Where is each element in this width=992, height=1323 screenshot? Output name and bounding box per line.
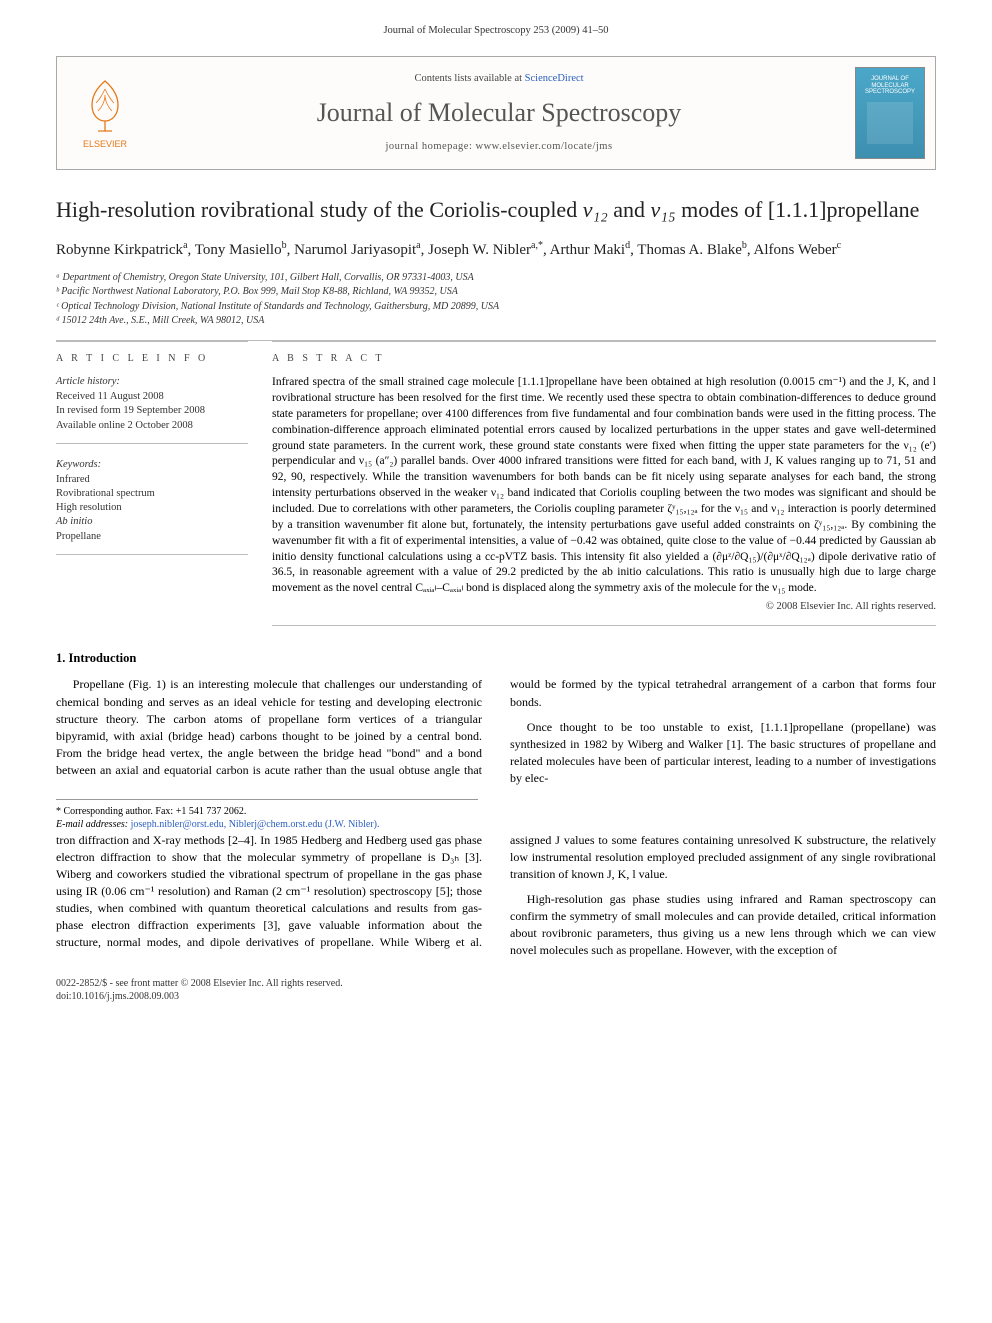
contents-prefix: Contents lists available at bbox=[414, 73, 524, 84]
journal-cover-thumb: JOURNAL OF MOLECULAR SPECTROSCOPY bbox=[855, 67, 925, 159]
abstract-head: A B S T R A C T bbox=[272, 352, 936, 366]
affiliations: ᵃ Department of Chemistry, Oregon State … bbox=[56, 271, 936, 328]
keyword: High resolution bbox=[56, 501, 248, 515]
body-columns: Propellane (Fig. 1) is an interesting mo… bbox=[56, 676, 936, 958]
article-info-column: A R T I C L E I N F O Article history: R… bbox=[56, 341, 248, 626]
keyword: Rovibrational spectrum bbox=[56, 487, 248, 501]
footer-doi: doi:10.1016/j.jms.2008.09.003 bbox=[56, 990, 936, 1003]
keyword: Infrared bbox=[56, 473, 248, 487]
history-line: Received 11 August 2008 bbox=[56, 390, 248, 404]
email-addresses: joseph.nibler@orst.edu, Niblerj@chem.ors… bbox=[131, 819, 380, 830]
elsevier-tree-icon bbox=[78, 77, 132, 135]
keyword: Ab initio bbox=[56, 515, 248, 529]
thumb-graphic bbox=[867, 102, 913, 144]
journal-name: Journal of Molecular Spectroscopy bbox=[143, 95, 855, 130]
journal-homepage: journal homepage: www.elsevier.com/locat… bbox=[143, 140, 855, 154]
elsevier-logo: ELSEVIER bbox=[67, 72, 143, 154]
abstract-column: A B S T R A C T Infrared spectra of the … bbox=[272, 341, 936, 626]
page-footer: 0022-2852/$ - see front matter © 2008 El… bbox=[56, 977, 936, 1003]
title-text: and bbox=[608, 197, 651, 222]
article-info-head: A R T I C L E I N F O bbox=[56, 352, 248, 366]
affiliation-line: ᵇ Pacific Northwest National Laboratory,… bbox=[56, 285, 936, 299]
article-history: Article history: Received 11 August 2008… bbox=[56, 375, 248, 444]
thumb-line: JOURNAL OF bbox=[871, 76, 909, 83]
history-header: Article history: bbox=[56, 375, 248, 389]
running-head: Journal of Molecular Spectroscopy 253 (2… bbox=[56, 24, 936, 38]
email-label: E-mail addresses: bbox=[56, 819, 128, 830]
body-para: Once thought to be too unstable to exist… bbox=[510, 719, 936, 787]
title-text: High-resolution rovibrational study of t… bbox=[56, 197, 583, 222]
header-center: Contents lists available at ScienceDirec… bbox=[143, 72, 855, 153]
history-line: In revised form 19 September 2008 bbox=[56, 404, 248, 418]
title-nu15: ν₁₅ bbox=[651, 197, 676, 222]
section-1-head: 1. Introduction bbox=[56, 650, 936, 667]
body-para: High-resolution gas phase studies using … bbox=[510, 891, 936, 959]
authors: Robynne Kirkpatricka, Tony Masiellob, Na… bbox=[56, 240, 936, 260]
footer-line: 0022-2852/$ - see front matter © 2008 El… bbox=[56, 977, 936, 990]
keywords-header: Keywords: bbox=[56, 458, 248, 472]
thumb-line: SPECTROSCOPY bbox=[865, 89, 915, 96]
title-nu12: ν₁₂ bbox=[583, 197, 608, 222]
affiliation-line: ᶜ Optical Technology Division, National … bbox=[56, 300, 936, 314]
info-abstract-row: A R T I C L E I N F O Article history: R… bbox=[56, 340, 936, 626]
abstract-copyright: © 2008 Elsevier Inc. All rights reserved… bbox=[272, 600, 936, 614]
affiliation-line: ᵈ 15012 24th Ave., S.E., Mill Creek, WA … bbox=[56, 314, 936, 328]
keywords-block: Keywords: Infrared Rovibrational spectru… bbox=[56, 458, 248, 555]
keyword: Propellane bbox=[56, 530, 248, 544]
corresponding-author: * Corresponding author. Fax: +1 541 737 … bbox=[56, 805, 478, 819]
title-text: modes of [1.1.1]propellane bbox=[676, 197, 920, 222]
abstract-text: Infrared spectra of the small strained c… bbox=[272, 375, 936, 626]
footnote-block: * Corresponding author. Fax: +1 541 737 … bbox=[56, 799, 478, 832]
history-line: Available online 2 October 2008 bbox=[56, 419, 248, 433]
email-line: E-mail addresses: joseph.nibler@orst.edu… bbox=[56, 818, 478, 832]
affiliation-line: ᵃ Department of Chemistry, Oregon State … bbox=[56, 271, 936, 285]
journal-header-box: ELSEVIER Contents lists available at Sci… bbox=[56, 56, 936, 170]
sciencedirect-link[interactable]: ScienceDirect bbox=[525, 73, 584, 84]
publisher-name: ELSEVIER bbox=[83, 138, 127, 150]
contents-line: Contents lists available at ScienceDirec… bbox=[143, 72, 855, 86]
paper-title: High-resolution rovibrational study of t… bbox=[56, 196, 936, 224]
abstract-body: Infrared spectra of the small strained c… bbox=[272, 376, 936, 594]
thumb-line: MOLECULAR bbox=[871, 83, 908, 90]
